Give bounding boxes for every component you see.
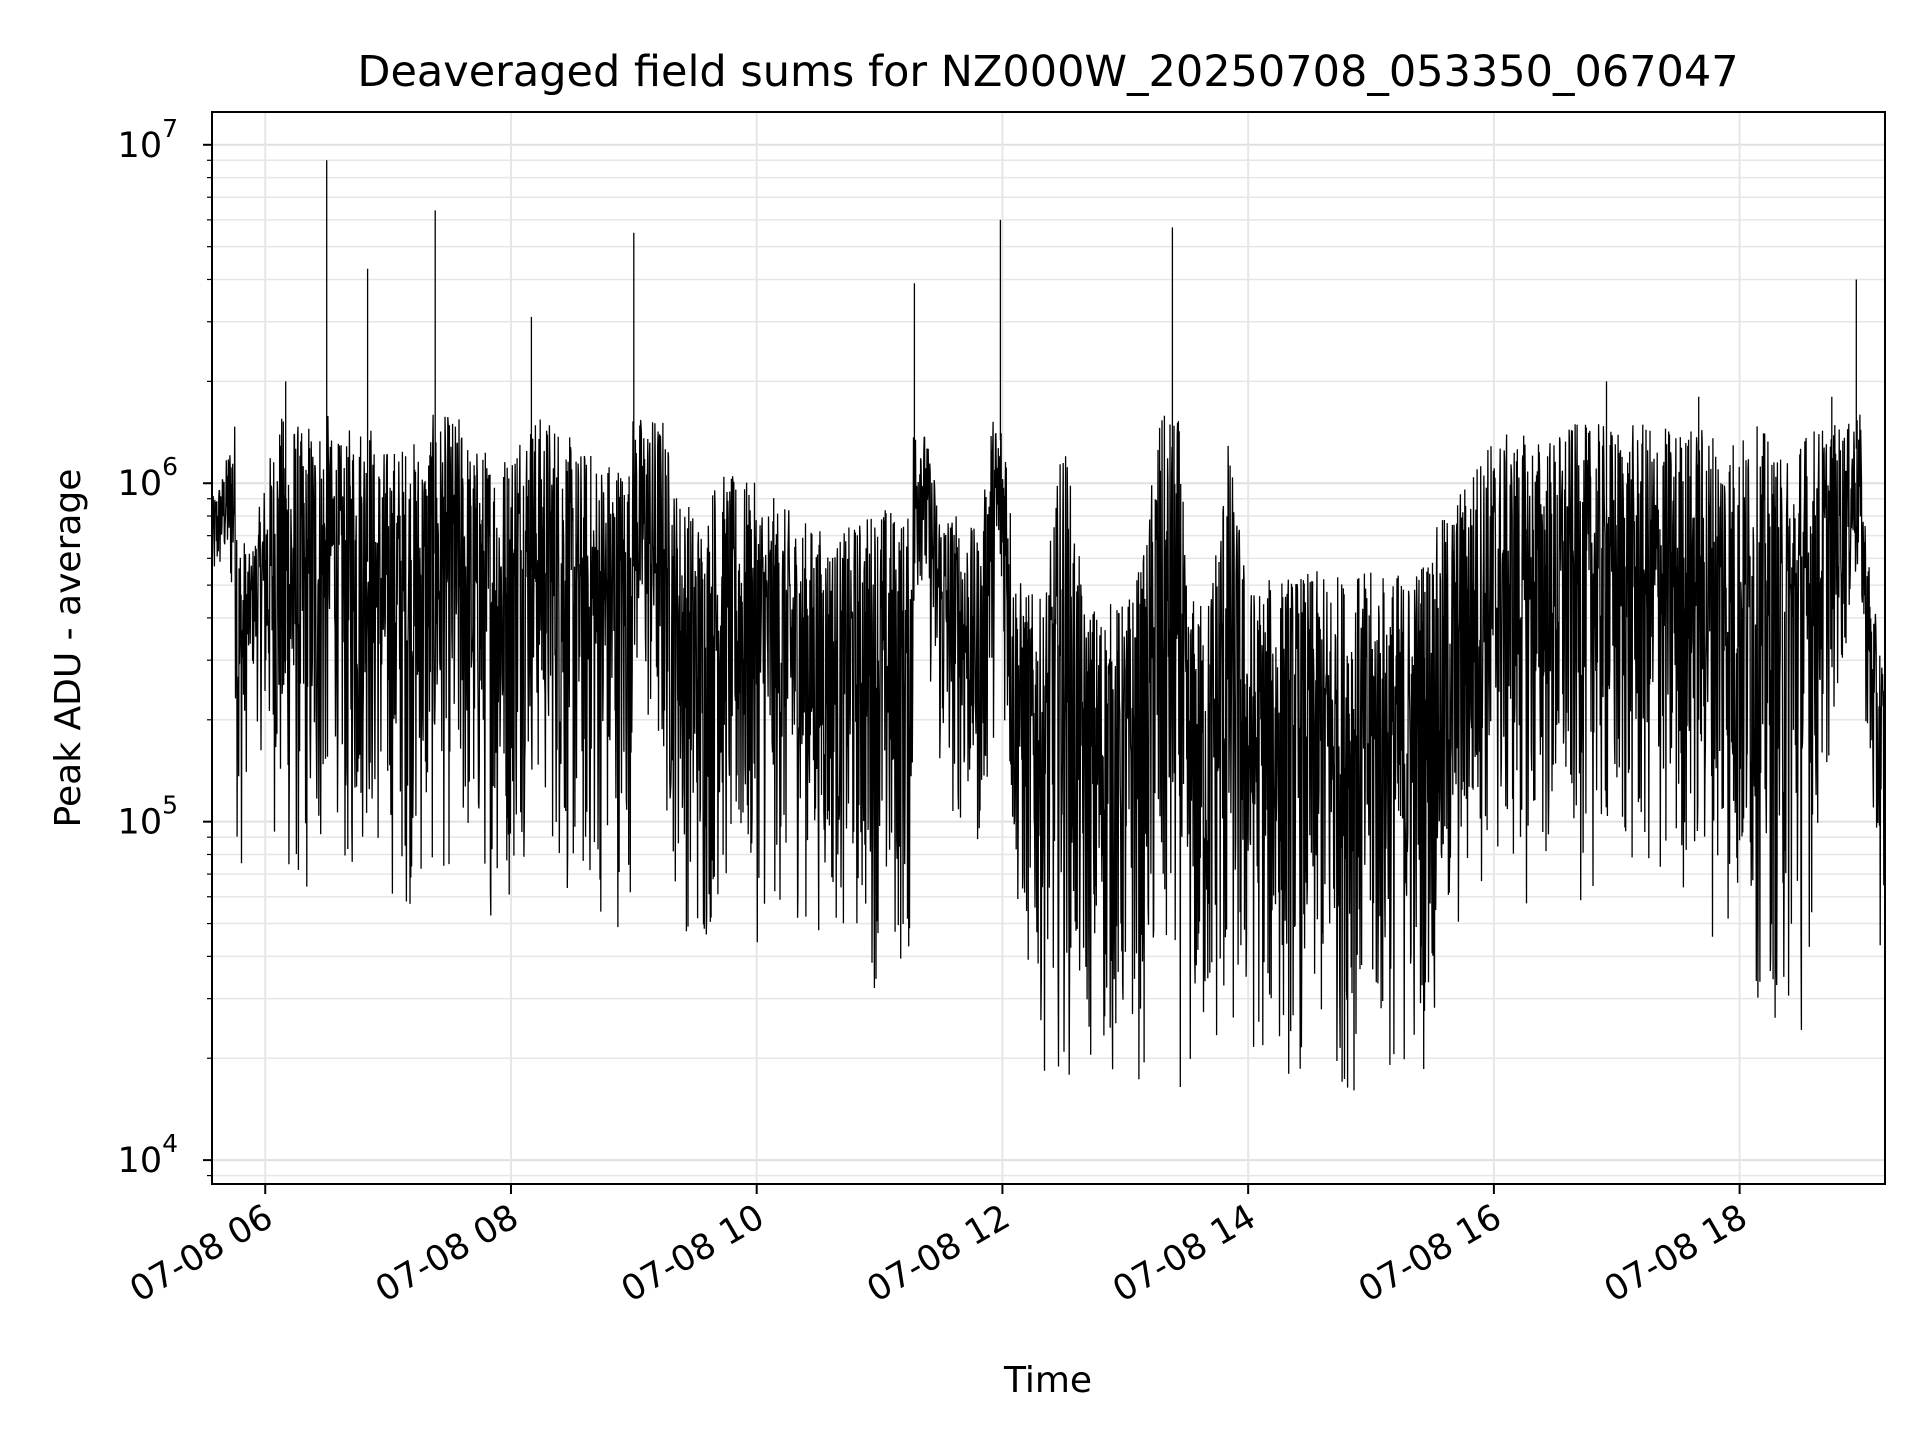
y-axis-label: Peak ADU - average [48,469,89,828]
y-tick-exponent: 4 [162,1129,178,1158]
series-line [211,160,1886,1091]
y-tick-exponent: 5 [162,791,178,820]
chart-title: Deaveraged field sums for NZ000W_2025070… [357,47,1738,97]
series-layer [211,160,1886,1091]
plot-frame [211,111,1886,1185]
y-tick-exponent: 6 [162,452,178,481]
x-axis-label: Time [1003,1360,1092,1401]
y-tick-exponent: 7 [162,114,178,143]
